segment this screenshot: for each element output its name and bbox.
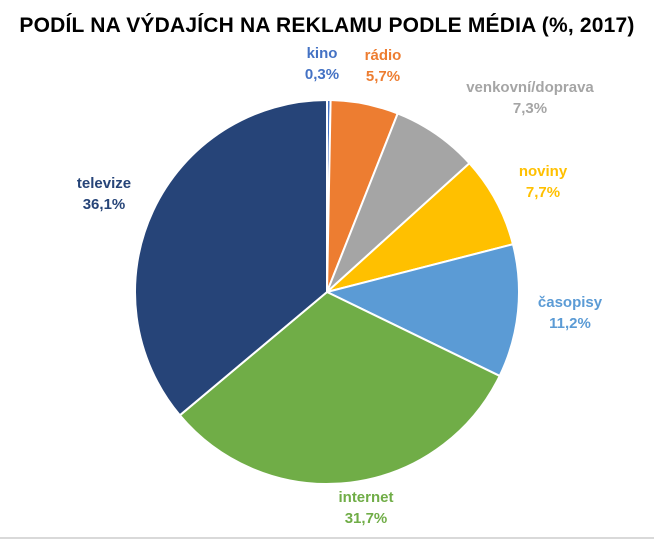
slice-label-internet: internet [338,489,393,506]
pie-slice-noviny [326,161,515,293]
slice-value-televize: 36,1% [83,196,126,213]
bottom-divider [0,537,654,539]
slice-value-noviny: 7,7% [526,184,560,201]
slice-value--asopisy: 11,2% [549,315,591,332]
slice-label-venkovn-doprava: venkovní/doprava [466,79,594,96]
slice-label-televize: televize [77,175,131,192]
pie-slice-internet [178,290,502,485]
slice-value-internet: 31,7% [345,510,388,527]
pie-slice-televize [134,98,328,417]
slice-value-r-dio: 5,7% [366,68,400,85]
pie-slice--asopisy [324,243,520,378]
slice-label-noviny: noviny [519,163,568,180]
slice-value-kino: 0,3% [305,66,339,83]
slice-label-r-dio: rádio [365,47,402,64]
slice-label--asopisy: časopisy [538,294,603,311]
slice-value-venkovn-doprava: 7,3% [513,100,547,117]
chart-title: PODÍL NA VÝDAJÍCH NA REKLAMU PODLE MÉDIA… [19,14,635,37]
slice-label-kino: kino [307,45,338,62]
